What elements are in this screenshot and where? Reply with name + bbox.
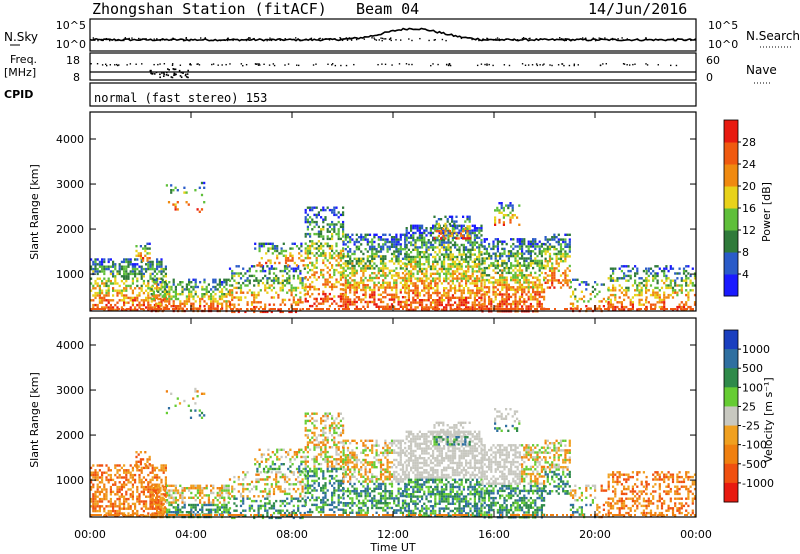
nave-dots xyxy=(90,63,678,79)
power-colorbar-tick: 24 xyxy=(742,158,756,171)
cpid-text: normal (fast stereo) 153 xyxy=(94,91,267,105)
power-colorbar-tick: 8 xyxy=(742,246,749,259)
velocity-ytick-label: 3000 xyxy=(56,384,84,397)
nsearch-label: N.Search xyxy=(746,29,800,43)
date-label: 14/Jun/2016 xyxy=(588,0,687,18)
velocity-ytick-label: 4000 xyxy=(56,339,84,352)
xtick-label: 00:00 xyxy=(680,528,712,541)
nsky-label: N.Sky xyxy=(4,30,38,44)
xtick-label: 00:00 xyxy=(74,528,106,541)
station-title: Zhongshan Station (fitACF) xyxy=(92,0,327,18)
velocity-ytick-label: 1000 xyxy=(56,474,84,487)
velocity-colorbar-swatch xyxy=(724,425,738,446)
power-colorbar: 4 8 12 16 20 24 28 xyxy=(723,119,756,297)
power-colorbar-swatch xyxy=(724,164,738,187)
power-heatmap xyxy=(90,181,697,314)
cpid-label: CPID xyxy=(4,88,33,101)
velocity-panel: 1000 2000 3000 4000 Slant Range [km] 1000 50… xyxy=(28,112,775,554)
velocity-ylabel: Slant Range [km] xyxy=(28,372,41,468)
xtick-label: 20:00 xyxy=(579,528,611,541)
velocity-colorbar-tick: -500 xyxy=(742,458,767,471)
power-colorbar-tick: 16 xyxy=(742,202,756,215)
power-colorbar-swatch xyxy=(724,142,738,165)
nsearch-tick-bottom: 10^0 xyxy=(708,38,738,51)
power-colorbar-tick: 20 xyxy=(742,180,756,193)
velocity-heatmap xyxy=(90,387,697,520)
time-axis: 00:00 04:00 08:00 12:00 16:00 20:00 00:00 xyxy=(74,112,712,541)
freq-label: Freq. xyxy=(10,53,37,66)
velocity-colorbar-tick: 500 xyxy=(742,362,763,375)
power-ytick-label: 3000 xyxy=(56,178,84,191)
power-ytick-label: 2000 xyxy=(56,223,84,236)
power-panel: 1000 2000 3000 4000 Slant Range [km] 4 8 12 16… xyxy=(28,111,773,314)
freq-tick-bottom: 8 xyxy=(73,71,80,84)
power-colorbar-swatch xyxy=(724,252,738,275)
velocity-colorbar-tick: 1000 xyxy=(742,343,770,356)
nave-tick-top: 60 xyxy=(706,54,720,67)
velocity-colorbar-swatch xyxy=(724,330,738,350)
velocity-colorbar-tick: -1000 xyxy=(742,477,774,490)
nsky-strip: N.Sky 10^5 10^0 10^5 10^0 N.Search xyxy=(4,18,800,52)
velocity-colorbar-tick: -100 xyxy=(742,439,767,452)
xtick-label: 04:00 xyxy=(175,528,207,541)
velocity-colorbar-swatch xyxy=(724,368,738,388)
power-colorbar-swatch xyxy=(724,186,738,209)
velocity-colorbar-swatch xyxy=(724,349,738,369)
power-colorbar-label: Power [dB] xyxy=(760,182,773,242)
power-colorbar-swatch xyxy=(724,230,738,253)
velocity-colorbar-tick: -25 xyxy=(742,420,760,433)
power-colorbar-tick: 12 xyxy=(742,224,756,237)
velocity-colorbar-swatch xyxy=(724,482,738,503)
velocity-colorbar-swatch xyxy=(724,463,738,484)
beam-label: Beam 04 xyxy=(356,0,419,18)
velocity-colorbar-tick: 25 xyxy=(742,400,756,413)
nsky-tick-top: 10^5 xyxy=(56,19,86,32)
xtick-label: 12:00 xyxy=(377,528,409,541)
nave-label: Nave xyxy=(746,63,777,77)
nsky-trace xyxy=(89,27,697,42)
freq-strip: Freq. [MHz] 18 8 60 0 Nave xyxy=(4,52,777,84)
velocity-colorbar-swatch xyxy=(724,444,738,465)
power-colorbar-swatch xyxy=(724,208,738,231)
nsearch-dots xyxy=(92,37,697,42)
power-ytick-label: 1000 xyxy=(56,268,84,281)
nave-tick-bottom: 0 xyxy=(706,71,713,84)
x-axis-label: Time UT xyxy=(369,541,415,554)
freq-unit: [MHz] xyxy=(4,66,36,79)
velocity-colorbar-label: Velocity [m s⁻¹] xyxy=(762,377,775,462)
power-colorbar-tick: 4 xyxy=(742,268,749,281)
nsearch-tick-top: 10^5 xyxy=(708,19,738,32)
power-colorbar-swatch xyxy=(724,120,738,143)
power-colorbar-swatch xyxy=(724,274,738,297)
power-colorbar-tick: 28 xyxy=(742,136,756,149)
velocity-ytick-label: 2000 xyxy=(56,429,84,442)
freq-tick-top: 18 xyxy=(66,54,80,67)
velocity-colorbar-tick: 100 xyxy=(742,381,763,394)
power-ytick-label: 4000 xyxy=(56,133,84,146)
xtick-label: 08:00 xyxy=(276,528,308,541)
xtick-label: 16:00 xyxy=(478,528,510,541)
nsky-tick-bottom: 10^0 xyxy=(56,38,86,51)
cpid-strip: CPID normal (fast stereo) 153 xyxy=(4,82,697,107)
velocity-colorbar: 1000 500 100 25 -25 -100 -500 -1000 xyxy=(723,329,774,503)
velocity-colorbar-swatch xyxy=(724,406,738,427)
velocity-colorbar-swatch xyxy=(724,387,738,407)
power-ylabel: Slant Range [km] xyxy=(28,164,41,260)
